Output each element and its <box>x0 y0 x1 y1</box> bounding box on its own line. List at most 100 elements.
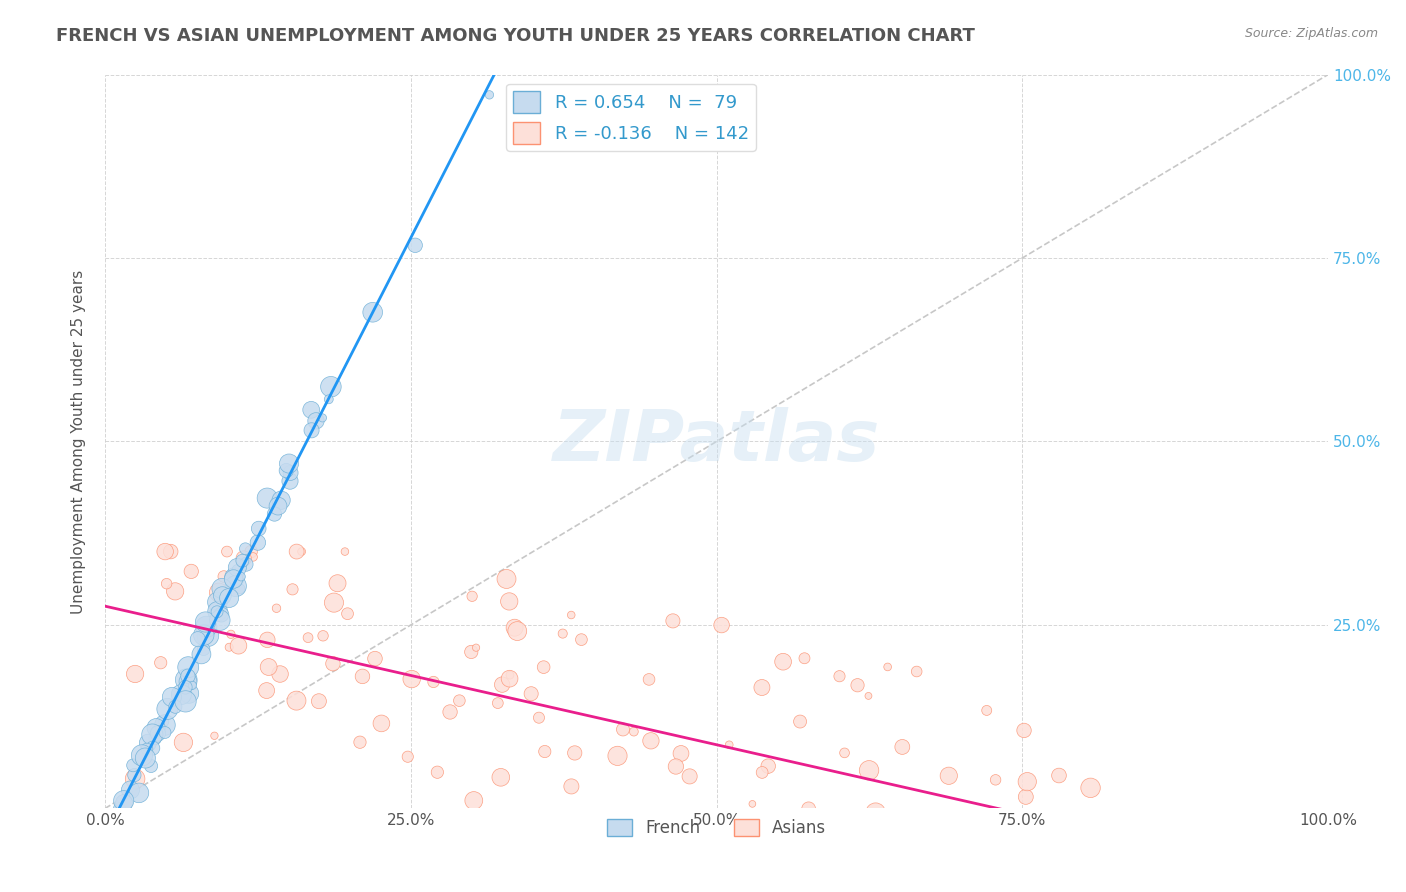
Point <box>891 739 914 754</box>
Point <box>177 660 200 674</box>
Point <box>165 584 187 599</box>
Point <box>396 749 419 764</box>
Point <box>966 838 988 852</box>
Point <box>139 759 162 773</box>
Point <box>789 714 811 729</box>
Point <box>211 589 233 603</box>
Point <box>281 582 304 597</box>
Point <box>582 838 605 852</box>
Point <box>229 582 252 596</box>
Point <box>336 607 359 621</box>
Point <box>763 838 786 852</box>
Point <box>180 565 202 579</box>
Point <box>208 585 231 599</box>
Point <box>256 491 278 505</box>
Point <box>439 705 461 719</box>
Point <box>460 645 482 659</box>
Point <box>291 544 314 558</box>
Point <box>308 694 330 708</box>
Point <box>285 544 308 558</box>
Point <box>1021 838 1043 852</box>
Point <box>235 558 257 572</box>
Point <box>1015 789 1038 804</box>
Point <box>506 624 529 638</box>
Point <box>533 745 555 759</box>
Point <box>364 651 387 665</box>
Point <box>741 797 763 811</box>
Point <box>266 601 288 615</box>
Point <box>678 769 700 783</box>
Point <box>143 731 166 746</box>
Point <box>1017 774 1039 789</box>
Point <box>301 423 323 437</box>
Text: Source: ZipAtlas.com: Source: ZipAtlas.com <box>1244 27 1378 40</box>
Point <box>533 660 555 674</box>
Point <box>153 725 176 739</box>
Point <box>772 655 794 669</box>
Point <box>1052 838 1074 852</box>
Point <box>108 801 131 815</box>
Point <box>449 693 471 707</box>
Point <box>606 748 628 763</box>
Point <box>950 838 973 852</box>
Point <box>267 499 290 513</box>
Point <box>461 589 484 603</box>
Point <box>218 640 240 655</box>
Point <box>1084 838 1107 852</box>
Point <box>174 680 197 694</box>
Point <box>256 632 278 647</box>
Point <box>263 507 285 521</box>
Point <box>152 714 174 729</box>
Point <box>623 724 645 739</box>
Point <box>112 794 135 808</box>
Point <box>194 615 217 629</box>
Point <box>938 769 960 783</box>
Point <box>156 702 179 716</box>
Point <box>499 668 522 682</box>
Point <box>665 759 688 773</box>
Point <box>786 835 808 849</box>
Point <box>299 402 322 417</box>
Point <box>124 772 146 786</box>
Point <box>326 576 349 591</box>
Point <box>1239 838 1261 852</box>
Point <box>1312 838 1334 852</box>
Point <box>187 632 209 647</box>
Point <box>495 572 517 586</box>
Point <box>148 727 170 741</box>
Point <box>754 821 776 835</box>
Point <box>1204 838 1226 852</box>
Point <box>900 838 922 852</box>
Point <box>489 770 512 784</box>
Point <box>797 802 820 816</box>
Point <box>564 746 586 760</box>
Point <box>297 631 319 645</box>
Point <box>197 629 219 643</box>
Point <box>318 392 340 407</box>
Point <box>901 838 924 852</box>
Point <box>177 669 200 683</box>
Point <box>1101 838 1123 852</box>
Point <box>503 621 526 635</box>
Point <box>204 729 226 743</box>
Point <box>149 656 172 670</box>
Point <box>846 678 869 692</box>
Point <box>718 738 741 752</box>
Point <box>834 746 856 760</box>
Point <box>232 551 254 566</box>
Point <box>165 699 187 714</box>
Point <box>884 838 907 852</box>
Point <box>170 688 193 702</box>
Point <box>205 605 228 619</box>
Point <box>222 572 245 586</box>
Point <box>156 576 179 591</box>
Point <box>112 796 135 810</box>
Point <box>560 607 582 622</box>
Point <box>640 734 662 748</box>
Point <box>225 579 247 593</box>
Point <box>491 678 513 692</box>
Point <box>761 816 783 830</box>
Point <box>905 665 928 679</box>
Point <box>256 683 278 698</box>
Point <box>193 642 215 657</box>
